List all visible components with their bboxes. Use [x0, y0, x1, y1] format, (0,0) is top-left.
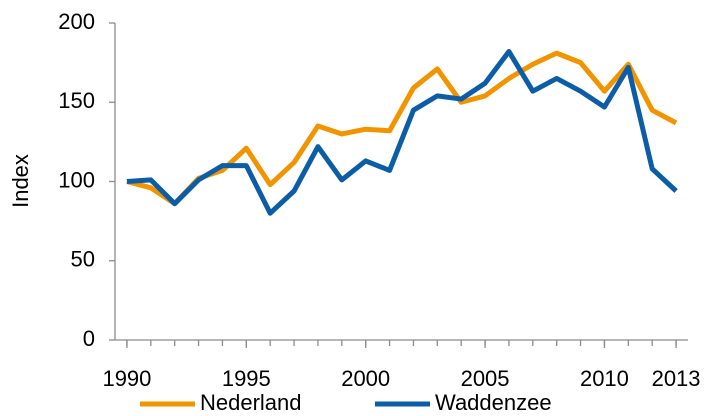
y-axis-label: Index	[8, 154, 33, 208]
data-line	[126, 50, 678, 207]
x-tick-label: 1995	[222, 366, 271, 391]
y-tick-label: 100	[58, 167, 95, 192]
x-tick-label: 2005	[461, 366, 510, 391]
y-tick-label: 0	[83, 326, 95, 351]
legend-label: Waddenzee	[435, 390, 552, 415]
x-tick-label: 2010	[580, 366, 629, 391]
data-line	[126, 49, 678, 216]
y-tick-label: 200	[58, 9, 95, 34]
x-tick-label: 2000	[341, 366, 390, 391]
x-tick-label: 1990	[102, 366, 151, 391]
y-tick-label: 50	[71, 247, 95, 272]
legend-label: Nederland	[200, 390, 302, 415]
y-tick-label: 150	[58, 88, 95, 113]
x-tick-label: 2013	[652, 366, 701, 391]
